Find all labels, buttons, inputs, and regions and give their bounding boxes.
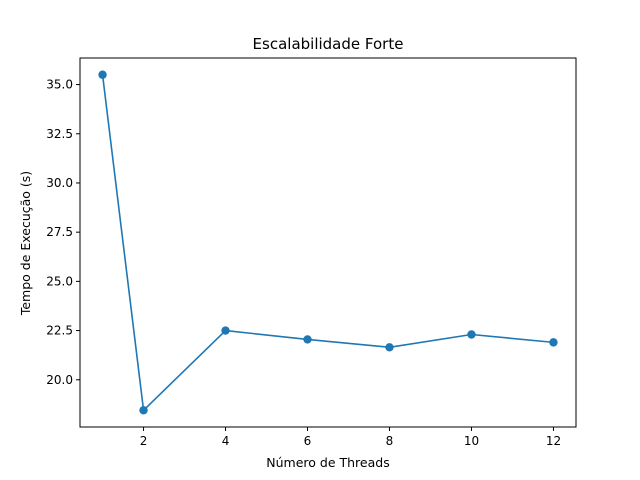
plot-frame [79, 57, 577, 428]
y-tick-label: 22.5 [46, 324, 73, 338]
y-tick-label: 20.0 [46, 373, 73, 387]
y-tick-label: 25.0 [46, 274, 73, 288]
y-tick-label: 32.5 [46, 127, 73, 141]
data-point [385, 343, 394, 352]
x-axis-label: Número de Threads [266, 455, 389, 470]
axis-ticks: 2 4 6 8 10 12 20.0 22.5 25.0 27.5 30.0 32.5 35.0 [46, 78, 561, 448]
x-tick-label: 10 [464, 434, 479, 448]
x-tick-label: 2 [140, 434, 148, 448]
data-point [98, 70, 107, 79]
x-tick-label: 12 [546, 434, 561, 448]
x-tick-label: 8 [386, 434, 394, 448]
data-point [221, 326, 230, 335]
series-group [98, 70, 558, 415]
chart-title: Escalabilidade Forte [253, 35, 404, 53]
series-line [101, 74, 554, 412]
y-tick-label: 27.5 [46, 225, 73, 239]
data-point [549, 338, 558, 347]
y-axis-label: Tempo de Execução (s) [18, 171, 33, 316]
data-point [303, 335, 312, 344]
data-point [139, 406, 148, 415]
x-tick-label: 4 [222, 434, 230, 448]
data-point [467, 330, 476, 339]
y-tick-label: 35.0 [46, 78, 73, 92]
y-tick-label: 30.0 [46, 176, 73, 190]
x-tick-label: 6 [304, 434, 312, 448]
